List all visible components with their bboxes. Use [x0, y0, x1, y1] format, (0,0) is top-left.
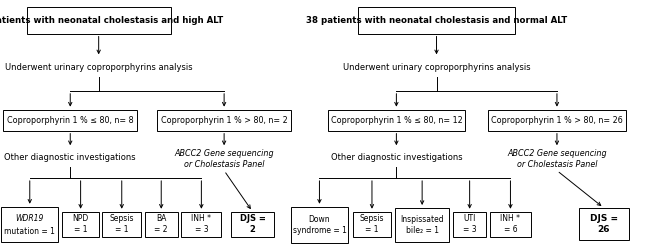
Bar — [490, 212, 531, 237]
Text: NPD
= 1: NPD = 1 — [72, 214, 89, 234]
Text: Down
syndrome = 1: Down syndrome = 1 — [292, 215, 347, 235]
Text: Underwent urinary coproporphyrins analysis: Underwent urinary coproporphyrins analys… — [5, 63, 193, 72]
Bar — [1, 207, 58, 242]
Text: Sepsis
= 1: Sepsis = 1 — [110, 214, 134, 234]
Bar — [231, 212, 274, 237]
Text: Coproporphyrin 1 % ≤ 80, n= 12: Coproporphyrin 1 % ≤ 80, n= 12 — [330, 116, 462, 125]
Text: mutation = 1: mutation = 1 — [4, 227, 56, 236]
Bar — [102, 212, 141, 237]
Text: Coproporphyrin 1 % > 80, n= 2: Coproporphyrin 1 % > 80, n= 2 — [161, 116, 288, 125]
Text: ABCC2 Gene sequencing
or Cholestasis Panel: ABCC2 Gene sequencing or Cholestasis Pan… — [175, 149, 274, 169]
Bar — [488, 110, 626, 131]
Text: UTI
= 3: UTI = 3 — [463, 214, 476, 234]
Text: ABCC2 Gene sequencing
or Cholestasis Panel: ABCC2 Gene sequencing or Cholestasis Pan… — [507, 149, 607, 169]
Bar — [358, 7, 515, 34]
Text: Other diagnostic investigations: Other diagnostic investigations — [330, 153, 462, 162]
Text: Inspissated
bile₂ = 1: Inspissated bile₂ = 1 — [400, 215, 444, 235]
Bar — [328, 110, 465, 131]
Bar — [353, 212, 391, 237]
Bar — [291, 207, 348, 243]
Bar — [3, 110, 137, 131]
Bar — [395, 208, 449, 242]
Text: Underwent urinary coproporphyrins analysis: Underwent urinary coproporphyrins analys… — [343, 63, 531, 72]
Text: Coproporphyrin 1 % > 80, n= 26: Coproporphyrin 1 % > 80, n= 26 — [491, 116, 623, 125]
Text: INH *
= 3: INH * = 3 — [191, 214, 211, 234]
Bar — [453, 212, 486, 237]
Text: 38 patients with neonatal cholestasis and normal ALT: 38 patients with neonatal cholestasis an… — [306, 16, 567, 25]
Text: BA
= 2: BA = 2 — [155, 214, 168, 234]
Bar — [62, 212, 99, 237]
Bar — [181, 212, 221, 237]
Text: Other diagnostic investigations: Other diagnostic investigations — [5, 153, 136, 162]
Bar — [145, 212, 178, 237]
Text: DJS =
2: DJS = 2 — [240, 214, 266, 234]
Text: 10 patients with neonatal cholestasis and high ALT: 10 patients with neonatal cholestasis an… — [0, 16, 223, 25]
Text: DJS =
26: DJS = 26 — [589, 214, 618, 234]
Text: Coproporphyrin 1 % ≤ 80, n= 8: Coproporphyrin 1 % ≤ 80, n= 8 — [7, 116, 134, 125]
Bar — [579, 208, 629, 240]
Bar — [157, 110, 291, 131]
Text: INH *
= 6: INH * = 6 — [500, 214, 520, 234]
Text: WDR19: WDR19 — [15, 214, 44, 223]
Bar — [27, 7, 171, 34]
Text: Sepsis
= 1: Sepsis = 1 — [360, 214, 384, 234]
